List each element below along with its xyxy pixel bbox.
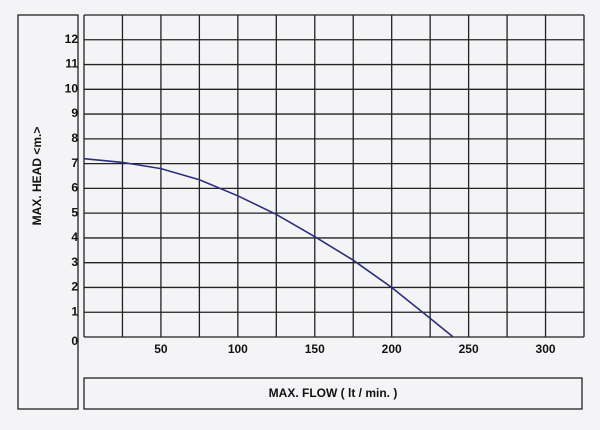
x-label-box: [83, 377, 583, 410]
x-tick-label: 100: [228, 342, 248, 356]
y-label-box: [17, 14, 79, 410]
x-axis-label: MAX. FLOW ( lt / min. ): [269, 386, 398, 400]
x-tick-label: 250: [459, 342, 479, 356]
x-tick-label: 50: [154, 342, 168, 356]
y-tick-label: 12: [65, 32, 79, 46]
y-tick-label: 8: [71, 131, 78, 145]
y-axis-label: MAX. HEAD <m.>: [30, 127, 44, 226]
y-tick-label: 10: [65, 81, 79, 95]
y-tick-label: 11: [65, 57, 78, 71]
y-tick-label: 9: [71, 106, 78, 120]
y-tick-label: 0: [71, 334, 78, 348]
x-tick-label: 300: [536, 342, 556, 356]
line-series: [83, 157, 454, 338]
y-tick-label: 1: [71, 304, 78, 318]
y-tick-label: 7: [71, 156, 78, 170]
y-tick-label: 2: [71, 280, 78, 294]
x-tick-label: 150: [305, 342, 325, 356]
y-tick-label: 4: [71, 230, 78, 244]
y-tick-label: 5: [71, 205, 78, 219]
x-tick-label: 200: [382, 342, 402, 356]
y-tick-label: 6: [71, 181, 78, 195]
y-tick-label: 3: [71, 255, 78, 269]
